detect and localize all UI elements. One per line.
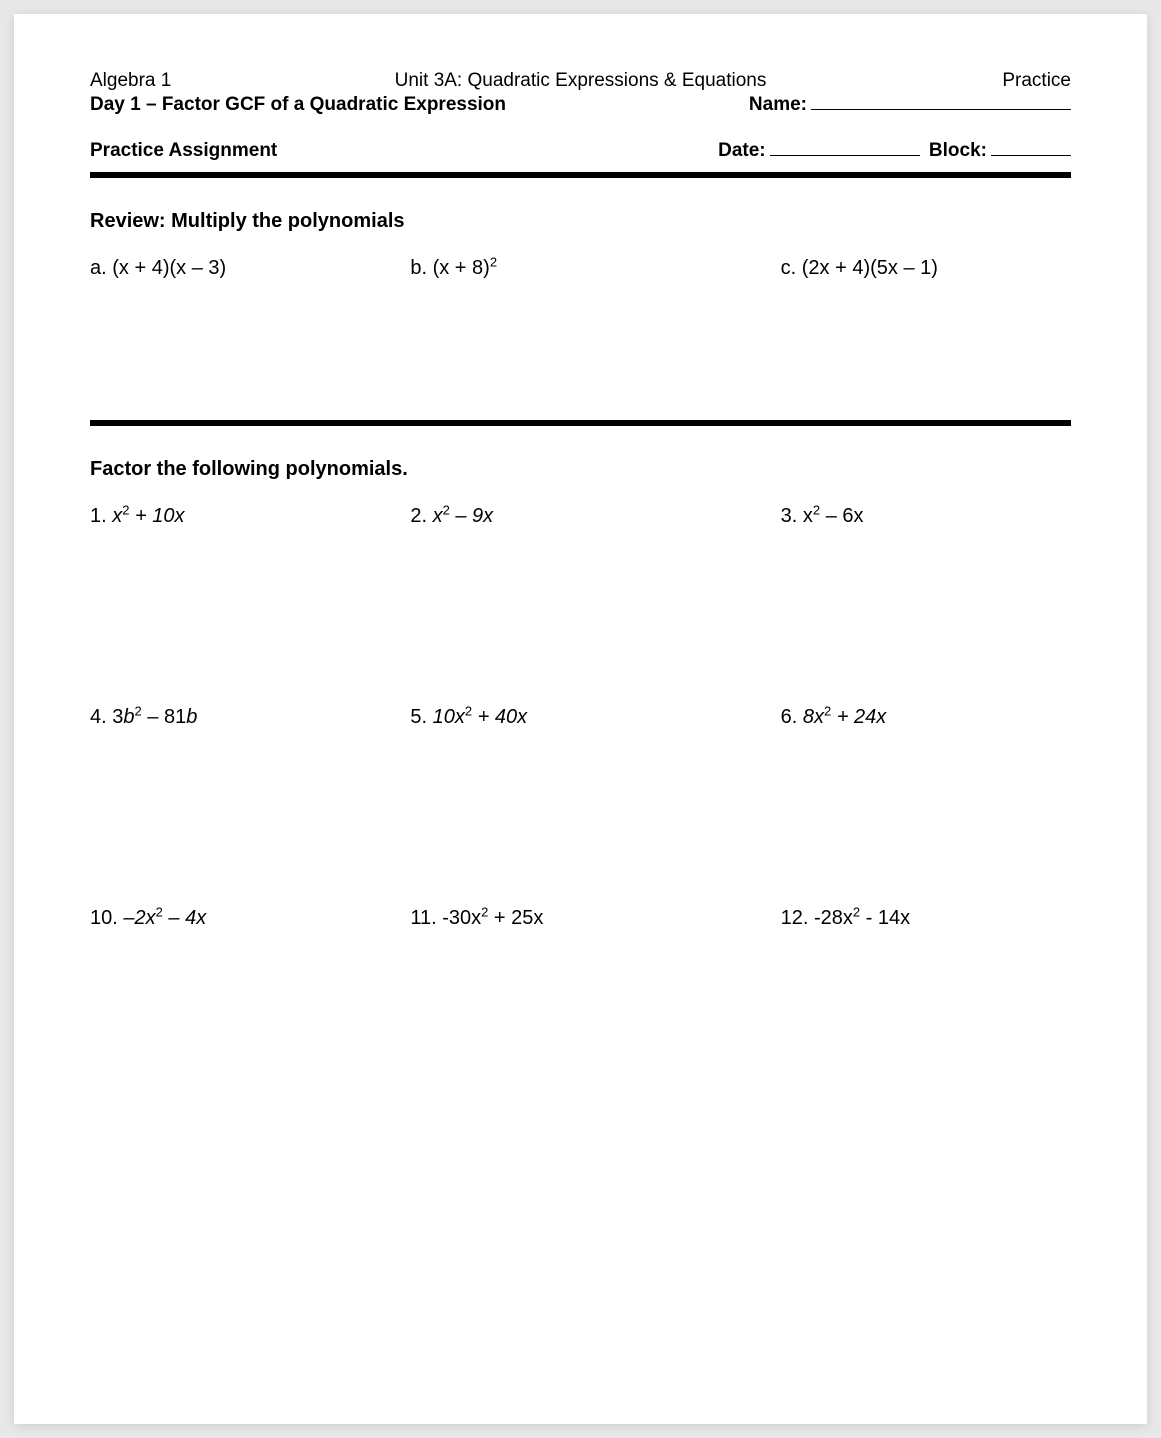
p5-tail: + 40x xyxy=(472,706,527,728)
p6-tail: + 24x xyxy=(831,706,886,728)
review-problem-a: a. (x + 4)(x – 3) xyxy=(90,257,380,280)
factor-row-2: 4. 3b2 – 81b 5. 10x2 + 40x 6. 8x2 + 24x xyxy=(90,706,1071,729)
p2-number: 2. xyxy=(410,505,432,527)
name-blank-line[interactable] xyxy=(811,109,1071,110)
p1-expr: x xyxy=(112,505,122,527)
assignment-label: Practice Assignment xyxy=(90,140,277,162)
p10-tail: – 4x xyxy=(163,907,206,929)
p1-number: 1. xyxy=(90,505,112,527)
block-blank-line[interactable] xyxy=(991,155,1071,156)
name-field: Name: xyxy=(749,94,1071,116)
p3-expr: x xyxy=(803,505,813,527)
factor-problem-2: 2. x2 – 9x xyxy=(380,505,700,528)
p12-tail: - 14x xyxy=(860,907,910,929)
p5-exp: 2 xyxy=(465,703,472,718)
p3-tail: – 6x xyxy=(820,505,863,527)
factor-problem-4: 4. 3b2 – 81b xyxy=(90,706,380,729)
factor-problem-5: 5. 10x2 + 40x xyxy=(380,706,700,729)
factor-problem-11: 11. -30x2 + 25x xyxy=(380,907,700,930)
review-problem-c: c. (2x + 4)(5x – 1) xyxy=(701,257,1071,280)
name-label: Name: xyxy=(749,94,807,115)
review-problems-row: a. (x + 4)(x – 3) b. (x + 8)2 c. (2x + 4… xyxy=(90,257,1071,280)
p12-expr: -28x xyxy=(814,907,853,929)
p10-expr: –2x xyxy=(123,907,155,929)
p10-number: 10. xyxy=(90,907,123,929)
p6-expr: 8x xyxy=(803,706,824,728)
divider-bar-1 xyxy=(90,172,1071,178)
p11-number: 11. xyxy=(410,907,442,929)
day-title: Day 1 – Factor GCF of a Quadratic Expres… xyxy=(90,94,506,116)
viewport: Algebra 1 Unit 3A: Quadratic Expressions… xyxy=(0,0,1161,1438)
p4-exp: 2 xyxy=(135,703,142,718)
factor-problem-10: 10. –2x2 – 4x xyxy=(90,907,380,930)
p5-number: 5. xyxy=(410,706,432,728)
date-blank-line[interactable] xyxy=(770,155,920,156)
divider-bar-2 xyxy=(90,420,1071,426)
course-name: Algebra 1 xyxy=(90,70,171,92)
p2-exp: 2 xyxy=(443,502,450,517)
review-b-text: b. (x + 8) xyxy=(410,257,489,279)
review-problem-b: b. (x + 8)2 xyxy=(380,257,700,280)
review-b-exponent: 2 xyxy=(490,254,497,269)
header-row-1: Algebra 1 Unit 3A: Quadratic Expressions… xyxy=(90,70,1071,92)
factor-row-3: 10. –2x2 – 4x 11. -30x2 + 25x 12. -28x2 … xyxy=(90,907,1071,930)
factor-problem-6: 6. 8x2 + 24x xyxy=(701,706,1071,729)
date-label: Date: xyxy=(718,140,766,161)
p5-expr: 10x xyxy=(433,706,465,728)
p11-tail: + 25x xyxy=(488,907,543,929)
p11-expr: -30x xyxy=(442,907,481,929)
factor-problem-3: 3. x2 – 6x xyxy=(701,505,1071,528)
p2-expr: x xyxy=(433,505,443,527)
p2-tail: – 9x xyxy=(450,505,493,527)
p4-expr: 3b xyxy=(112,706,134,728)
worksheet-page: Algebra 1 Unit 3A: Quadratic Expressions… xyxy=(14,14,1147,1424)
factor-row-1: 1. x2 + 10x 2. x2 – 9x 3. x2 – 6x xyxy=(90,505,1071,528)
factor-problem-12: 12. -28x2 - 14x xyxy=(701,907,1071,930)
factor-workspace-1 xyxy=(90,528,1071,706)
p1-tail: + 10x xyxy=(129,505,184,527)
p4-number: 4. xyxy=(90,706,112,728)
worksheet-kind: Practice xyxy=(1002,70,1071,92)
unit-title: Unit 3A: Quadratic Expressions & Equatio… xyxy=(395,70,767,92)
p3-number: 3. xyxy=(781,505,803,527)
factor-workspace-2 xyxy=(90,729,1071,907)
date-block-field: Date: Block: xyxy=(718,140,1071,162)
p4-tail: – 81b xyxy=(142,706,198,728)
review-workspace xyxy=(90,280,1071,420)
review-section-title: Review: Multiply the polynomials xyxy=(90,210,1071,233)
header-row-2: Day 1 – Factor GCF of a Quadratic Expres… xyxy=(90,94,1071,116)
factor-problem-1: 1. x2 + 10x xyxy=(90,505,380,528)
p6-number: 6. xyxy=(781,706,803,728)
p10-exp: 2 xyxy=(156,904,163,919)
block-label: Block: xyxy=(929,140,987,161)
factor-section-title: Factor the following polynomials. xyxy=(90,458,1071,481)
assignment-row: Practice Assignment Date: Block: xyxy=(90,140,1071,162)
p12-number: 12. xyxy=(781,907,814,929)
